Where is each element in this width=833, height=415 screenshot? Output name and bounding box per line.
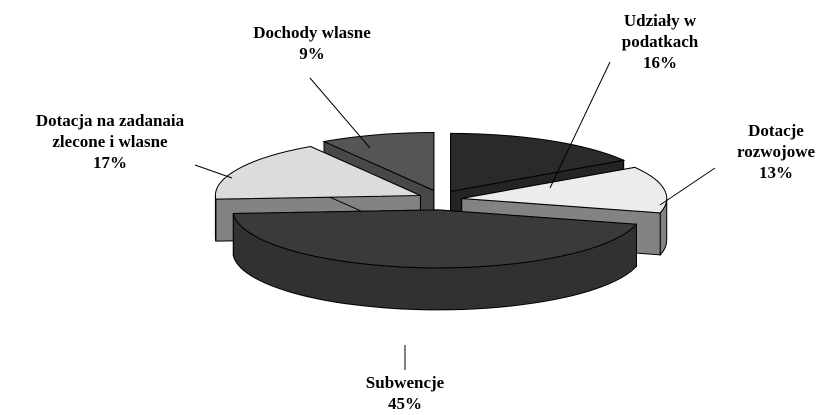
leader-line <box>549 61 611 189</box>
slice-label: Subwencje 45% <box>335 372 475 414</box>
slice-label: Udziały w podatkach 16% <box>600 10 720 73</box>
leader-line <box>659 167 716 206</box>
slice-top <box>450 132 626 192</box>
slice-label: Dochody wlasne 9% <box>217 22 407 64</box>
category-name: Dotacja na zadanaia zlecone i wlasne <box>35 111 185 151</box>
category-name: Udziały w podatkach <box>621 11 699 51</box>
category-name: Subwencje <box>365 373 445 392</box>
slice-top <box>322 131 435 192</box>
value-label: 9% <box>299 44 325 63</box>
value-label: 16% <box>643 53 677 72</box>
value-label: 13% <box>759 163 793 182</box>
category-name: Dotacje rozwojowe <box>736 121 816 161</box>
value-label: 45% <box>388 394 422 413</box>
slice-label: Dotacje rozwojowe 13% <box>721 120 831 183</box>
leader-line <box>194 164 233 179</box>
leader-line <box>309 77 371 149</box>
value-label: 17% <box>93 153 127 172</box>
slice-top <box>232 209 638 269</box>
slice-top <box>461 166 668 214</box>
slice-top <box>214 146 421 200</box>
category-name: Dochody wlasne <box>253 23 371 42</box>
slice-label: Dotacja na zadanaia zlecone i wlasne 17% <box>10 110 210 173</box>
